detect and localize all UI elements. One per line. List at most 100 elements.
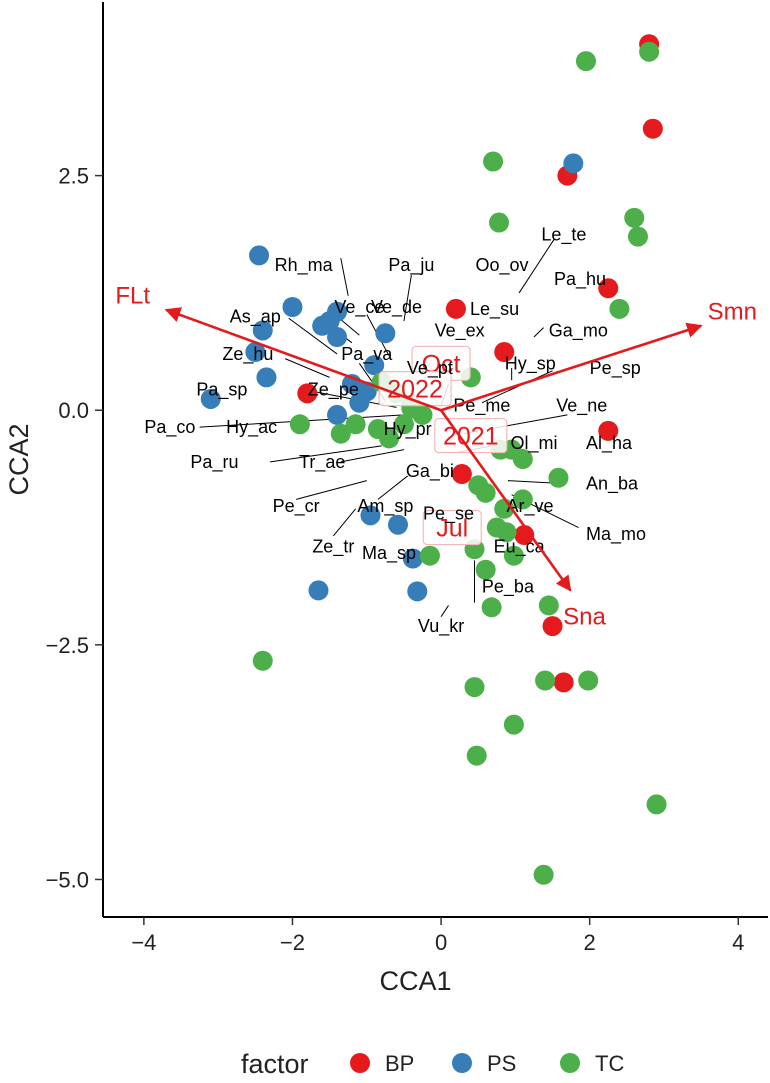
species-label: Pa_va <box>341 344 393 365</box>
legend-label-ps: PS <box>487 1051 516 1076</box>
env-label-flt: FLt <box>115 283 150 310</box>
x-tick-label: 0 <box>435 930 447 955</box>
legend-key-bp <box>350 1053 370 1073</box>
point-tc <box>489 212 510 233</box>
species-label: Ma_sp <box>362 543 416 564</box>
point-tc <box>393 414 414 435</box>
legend-key-ps <box>452 1053 472 1073</box>
species-label: Ol_mi <box>510 433 557 454</box>
point-ps <box>308 580 329 601</box>
species-label: Pe_me <box>453 396 510 417</box>
species-label: Hy_sp <box>505 353 556 374</box>
leader-line <box>440 605 449 617</box>
point-tc <box>538 595 559 616</box>
species-label: Ga_bi <box>406 461 454 482</box>
point-tc <box>624 207 645 228</box>
point-tc <box>646 794 667 815</box>
species-label: Pa_hu <box>554 269 606 290</box>
point-tc <box>575 51 596 72</box>
centroid-label: 2022 <box>387 376 443 404</box>
point-tc <box>475 559 496 580</box>
point-tc <box>578 670 599 691</box>
legend-key-tc <box>560 1053 580 1073</box>
point-bp <box>553 672 574 693</box>
point-bp <box>494 342 515 363</box>
x-tick-label: −4 <box>131 930 156 955</box>
species-label: Vu_kr <box>418 616 464 637</box>
species-label: Ve_de <box>371 297 422 318</box>
species-label: Ze_hu <box>222 344 273 365</box>
point-ps <box>200 388 221 409</box>
point-tc <box>496 522 517 543</box>
point-tc <box>535 670 556 691</box>
point-ps <box>282 297 303 317</box>
env-label-sna: Sna <box>563 604 606 631</box>
leader-line <box>377 475 408 500</box>
point-tc <box>289 414 310 435</box>
species-label: Pe_sp <box>590 358 641 379</box>
x-tick-label: −2 <box>280 930 305 955</box>
leader-line <box>340 258 349 296</box>
species-label: Le_te <box>541 225 586 246</box>
species-label: Pe_se <box>423 503 474 524</box>
env-arrow-smn <box>440 322 703 412</box>
leader-line <box>533 327 544 338</box>
centroid-box <box>422 509 482 546</box>
point-tc <box>481 597 502 618</box>
species-label: Al_ha <box>586 433 633 454</box>
point-tc <box>379 428 400 449</box>
centroid-label: Jul <box>436 515 468 543</box>
point-bp <box>514 525 535 546</box>
y-tick-label: −2.5 <box>46 633 89 658</box>
point-ps <box>327 404 348 425</box>
point-bp <box>598 278 619 299</box>
sample-points <box>200 34 667 885</box>
point-tc <box>483 151 504 172</box>
centroid-label: 2021 <box>443 423 499 451</box>
point-bp <box>445 298 466 319</box>
legend-label-bp: BP <box>385 1051 414 1076</box>
point-tc <box>548 467 569 488</box>
point-ps <box>252 320 273 341</box>
point-tc <box>503 714 524 735</box>
species-label: Pa_ju <box>388 255 434 276</box>
species-label: Pa_sp <box>196 380 247 401</box>
point-tc <box>609 298 630 319</box>
point-bp <box>598 420 619 441</box>
species-label: Le_su <box>470 299 519 320</box>
point-tc <box>512 449 533 470</box>
y-tick-label: 0.0 <box>58 398 89 423</box>
leader-line <box>270 445 382 463</box>
point-tc <box>503 545 524 566</box>
species-label: Eu_ca <box>494 536 546 557</box>
species-label: Ve_pt <box>407 358 453 379</box>
x-tick-label: 4 <box>732 930 744 955</box>
species-label: Rh_ma <box>275 255 334 276</box>
point-tc <box>533 864 554 885</box>
point-ps <box>312 315 333 336</box>
y-tick-label: −5.0 <box>46 867 89 892</box>
species-label: Ga_mo <box>549 320 608 341</box>
axes: −4 −2 0 2 4 −5.0 −2.5 0.0 2.5 CCA1 CCA2 <box>4 2 768 996</box>
leader-line <box>296 480 367 500</box>
point-ps <box>256 367 277 388</box>
point-tc <box>419 545 440 566</box>
point-ps <box>407 581 428 602</box>
legend-title: factor <box>241 1049 309 1078</box>
species-label: Pa_ru <box>190 452 238 473</box>
x-tick-label: 2 <box>584 930 596 955</box>
y-tick-label: 2.5 <box>58 164 89 189</box>
species-label: Pa_co <box>144 417 195 438</box>
leader-line <box>340 449 405 463</box>
point-ps <box>364 355 385 376</box>
species-label: As_ap <box>230 306 281 327</box>
point-ps <box>360 505 381 526</box>
point-bp <box>451 464 472 485</box>
point-bp <box>297 383 318 404</box>
point-tc <box>468 475 489 496</box>
point-ps <box>249 245 270 266</box>
point-ps <box>349 392 370 413</box>
point-tc <box>639 41 660 62</box>
